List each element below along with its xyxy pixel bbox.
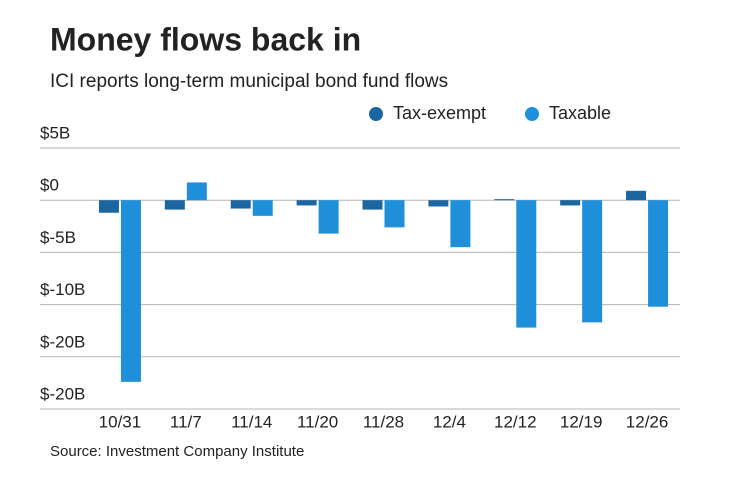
y-tick-label: $0: [40, 176, 59, 195]
y-tick-label: $-20B: [40, 384, 85, 403]
x-tick-label: 11/7: [170, 412, 202, 431]
bar: [516, 200, 537, 328]
y-tick-label: $-20B: [40, 332, 85, 351]
chart-title: Money flows back in: [50, 21, 361, 57]
y-tick-label: $5B: [40, 123, 70, 142]
legend-marker: [525, 107, 539, 121]
x-tick-label: 10/31: [99, 412, 142, 431]
bar: [626, 190, 647, 201]
bar: [296, 200, 317, 206]
bar: [582, 200, 603, 323]
bar: [230, 200, 251, 209]
chart-subtitle: ICI reports long-term municipal bond fun…: [50, 71, 448, 92]
y-tick-label: $-5B: [40, 228, 76, 247]
bar: [186, 182, 207, 201]
bar: [98, 200, 119, 213]
bar: [164, 200, 185, 210]
bar: [384, 200, 405, 228]
x-tick-label: 11/28: [363, 412, 404, 431]
legend-marker: [369, 107, 383, 121]
y-tick-label: $-10B: [40, 280, 85, 299]
x-tick-label: 12/4: [433, 412, 466, 431]
bar: [648, 200, 669, 307]
bar: [428, 200, 449, 207]
bar: [120, 200, 141, 382]
x-tick-label: 11/14: [231, 412, 272, 431]
legend-label: Taxable: [549, 103, 611, 123]
bar: [318, 200, 339, 234]
x-tick-label: 12/19: [560, 412, 603, 431]
bar: [252, 200, 273, 216]
source: Source: Investment Company Institute: [50, 443, 304, 460]
bar: [450, 200, 471, 248]
x-tick-label: 12/12: [494, 412, 537, 431]
x-tick-label: 11/20: [297, 412, 338, 431]
bar: [560, 200, 581, 206]
legend-label: Tax-exempt: [393, 103, 486, 123]
x-tick-label: 12/26: [626, 412, 669, 431]
bar: [494, 199, 515, 201]
bar: [362, 200, 383, 210]
